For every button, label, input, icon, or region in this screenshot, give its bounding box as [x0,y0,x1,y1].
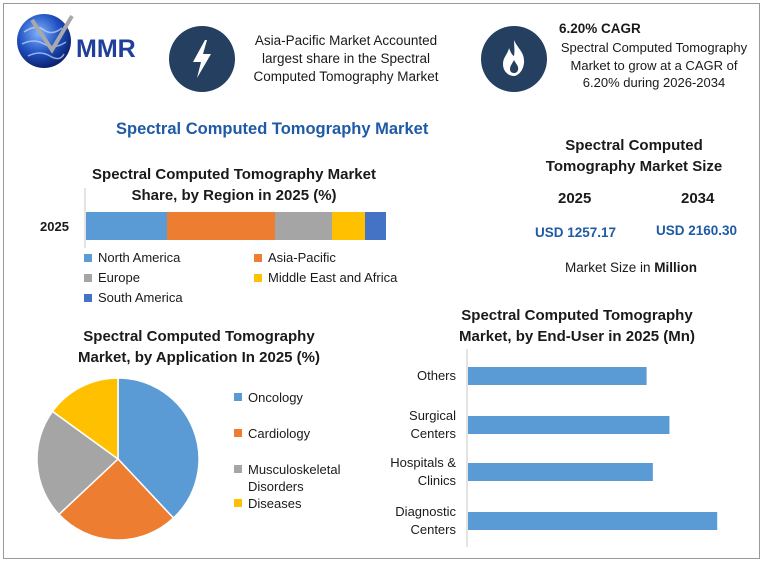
legend-swatch [84,273,92,282]
legend-swatch [254,253,262,262]
legend-label: Musculoskeletal Disorders [248,462,341,494]
cagr-callout-line: Market to grow at a CAGR of [570,57,738,73]
region-legend-item: North America [84,250,180,265]
asia-callout-line: largest share in the Spectral [261,51,431,66]
pie-slice [57,457,175,541]
legend-label: Middle East and Africa [268,270,398,285]
asia-pacific-callout: Asia-Pacific Market Accounted largest sh… [236,32,456,86]
svg-text:MMR: MMR [76,35,136,63]
application-chart-title: Spectral Computed Tomography Market, by … [44,326,354,368]
legend-swatch [234,499,242,507]
market-size-unit-note: Market Size in Million [565,260,697,275]
year-2025-label: 2025 [558,190,592,207]
end-user-title-line-1: Spectral Computed Tomography [461,307,693,324]
legend-label: Asia-Pacific [268,250,336,265]
region-category-label: 2025 [40,219,69,234]
legend-label: North America [98,250,181,265]
end-user-category-label: Others [417,368,457,383]
lightning-badge [169,26,235,92]
end-user-category-label: Surgical [409,408,456,423]
end-user-bar [468,367,647,385]
legend-swatch [84,253,92,262]
cagr-callout: Spectral Computed Tomography Market to g… [549,39,759,92]
flame-icon [503,40,525,76]
legend-swatch [234,465,242,473]
cagr-callout-line: Spectral Computed Tomography [560,40,748,55]
main-title: Spectral Computed Tomography Market [116,120,429,138]
legend-swatch [84,293,92,302]
end-user-bar-chart: Others Surgical Centers Hospitals & Clinics D… [390,349,718,547]
region-legend-item: Middle East and Africa [254,270,397,285]
value-2025: USD 1257.17 [535,225,617,240]
end-user-title-line-2: Market, by End-User in 2025 (Mn) [459,328,695,345]
end-user-bar [468,416,670,434]
value-2034: USD 2160.30 [656,223,738,238]
region-legend-item: South America [84,290,183,305]
asia-callout-line: Computed Tomography Market [253,69,439,84]
unit-note-unit: Million [654,260,698,275]
market-size-title-line: Spectral Computed [565,137,703,154]
region-title-line-1: Spectral Computed Tomography Market [92,166,376,183]
legend-label: Cardiology [248,426,311,441]
cagr-callout-line: 6.20% during 2026-2034 [582,75,726,90]
end-user-category-label: Clinics [418,473,457,488]
legend-swatch [234,429,242,437]
market-size-title: Spectral Computed Tomography Market Size [524,135,744,177]
region-legend-item: Asia-Pacific [254,250,336,265]
end-user-chart-title: Spectral Computed Tomography Market, by … [432,305,722,347]
legend-label: Oncology [248,390,303,405]
asia-callout-line: Asia-Pacific Market Accounted [254,33,438,48]
lightning-icon [193,40,211,78]
end-user-category-label: Centers [410,522,456,537]
legend-label: South America [98,290,183,305]
region-stacked-bar-chart: 2025 [40,188,386,248]
region-bar-segment [86,212,167,240]
pie-slice [117,377,200,520]
region-bar-segment [275,212,332,240]
market-size-title-line: Tomography Market Size [545,158,723,175]
legend-swatch [234,393,242,401]
end-user-category-label: Centers [410,426,456,441]
legend-swatch [254,273,262,282]
region-title-line-2: Share, by Region in 2025 (%) [131,187,337,204]
application-legend-item: Musculoskeletal Disorders [234,461,384,495]
application-legend-item: Cardiology [234,425,384,442]
pie-slice [36,410,120,516]
region-bar-segment [332,212,365,240]
application-title-line-1: Spectral Computed Tomography [83,328,315,345]
region-bar-segment [167,212,275,240]
legend-label: Diseases [248,496,302,511]
application-legend: Oncology Cardiology Musculoskeletal Disord… [234,382,384,522]
region-bar-segment [365,212,386,240]
region-legend-item: Europe [84,270,140,285]
unit-note-prefix: Market Size in [565,260,655,275]
application-pie-chart [36,377,200,541]
year-2034-label: 2034 [681,190,715,207]
flame-badge [481,26,547,92]
cagr-title: 6.20% CAGR [559,21,641,36]
region-chart-title: Spectral Computed Tomography Market Shar… [74,164,394,206]
end-user-bar [468,512,718,530]
mmr-logo: MMR [14,10,164,72]
pie-slice [51,377,119,461]
application-legend-item: Diseases [234,495,384,512]
end-user-bar [468,463,653,481]
infographic-frame: MMR Asia-Pacific Market Accounted larges… [3,3,760,559]
application-title-line-2: Market, by Application In 2025 (%) [78,349,320,366]
region-legend: North America Asia-Pacific Europe Middle Ea… [84,250,424,312]
application-legend-item: Oncology [234,389,384,406]
globe-icon: MMR [17,14,136,68]
legend-label: Europe [98,270,140,285]
end-user-category-label: Hospitals & [390,455,456,470]
end-user-category-label: Diagnostic [395,504,456,519]
